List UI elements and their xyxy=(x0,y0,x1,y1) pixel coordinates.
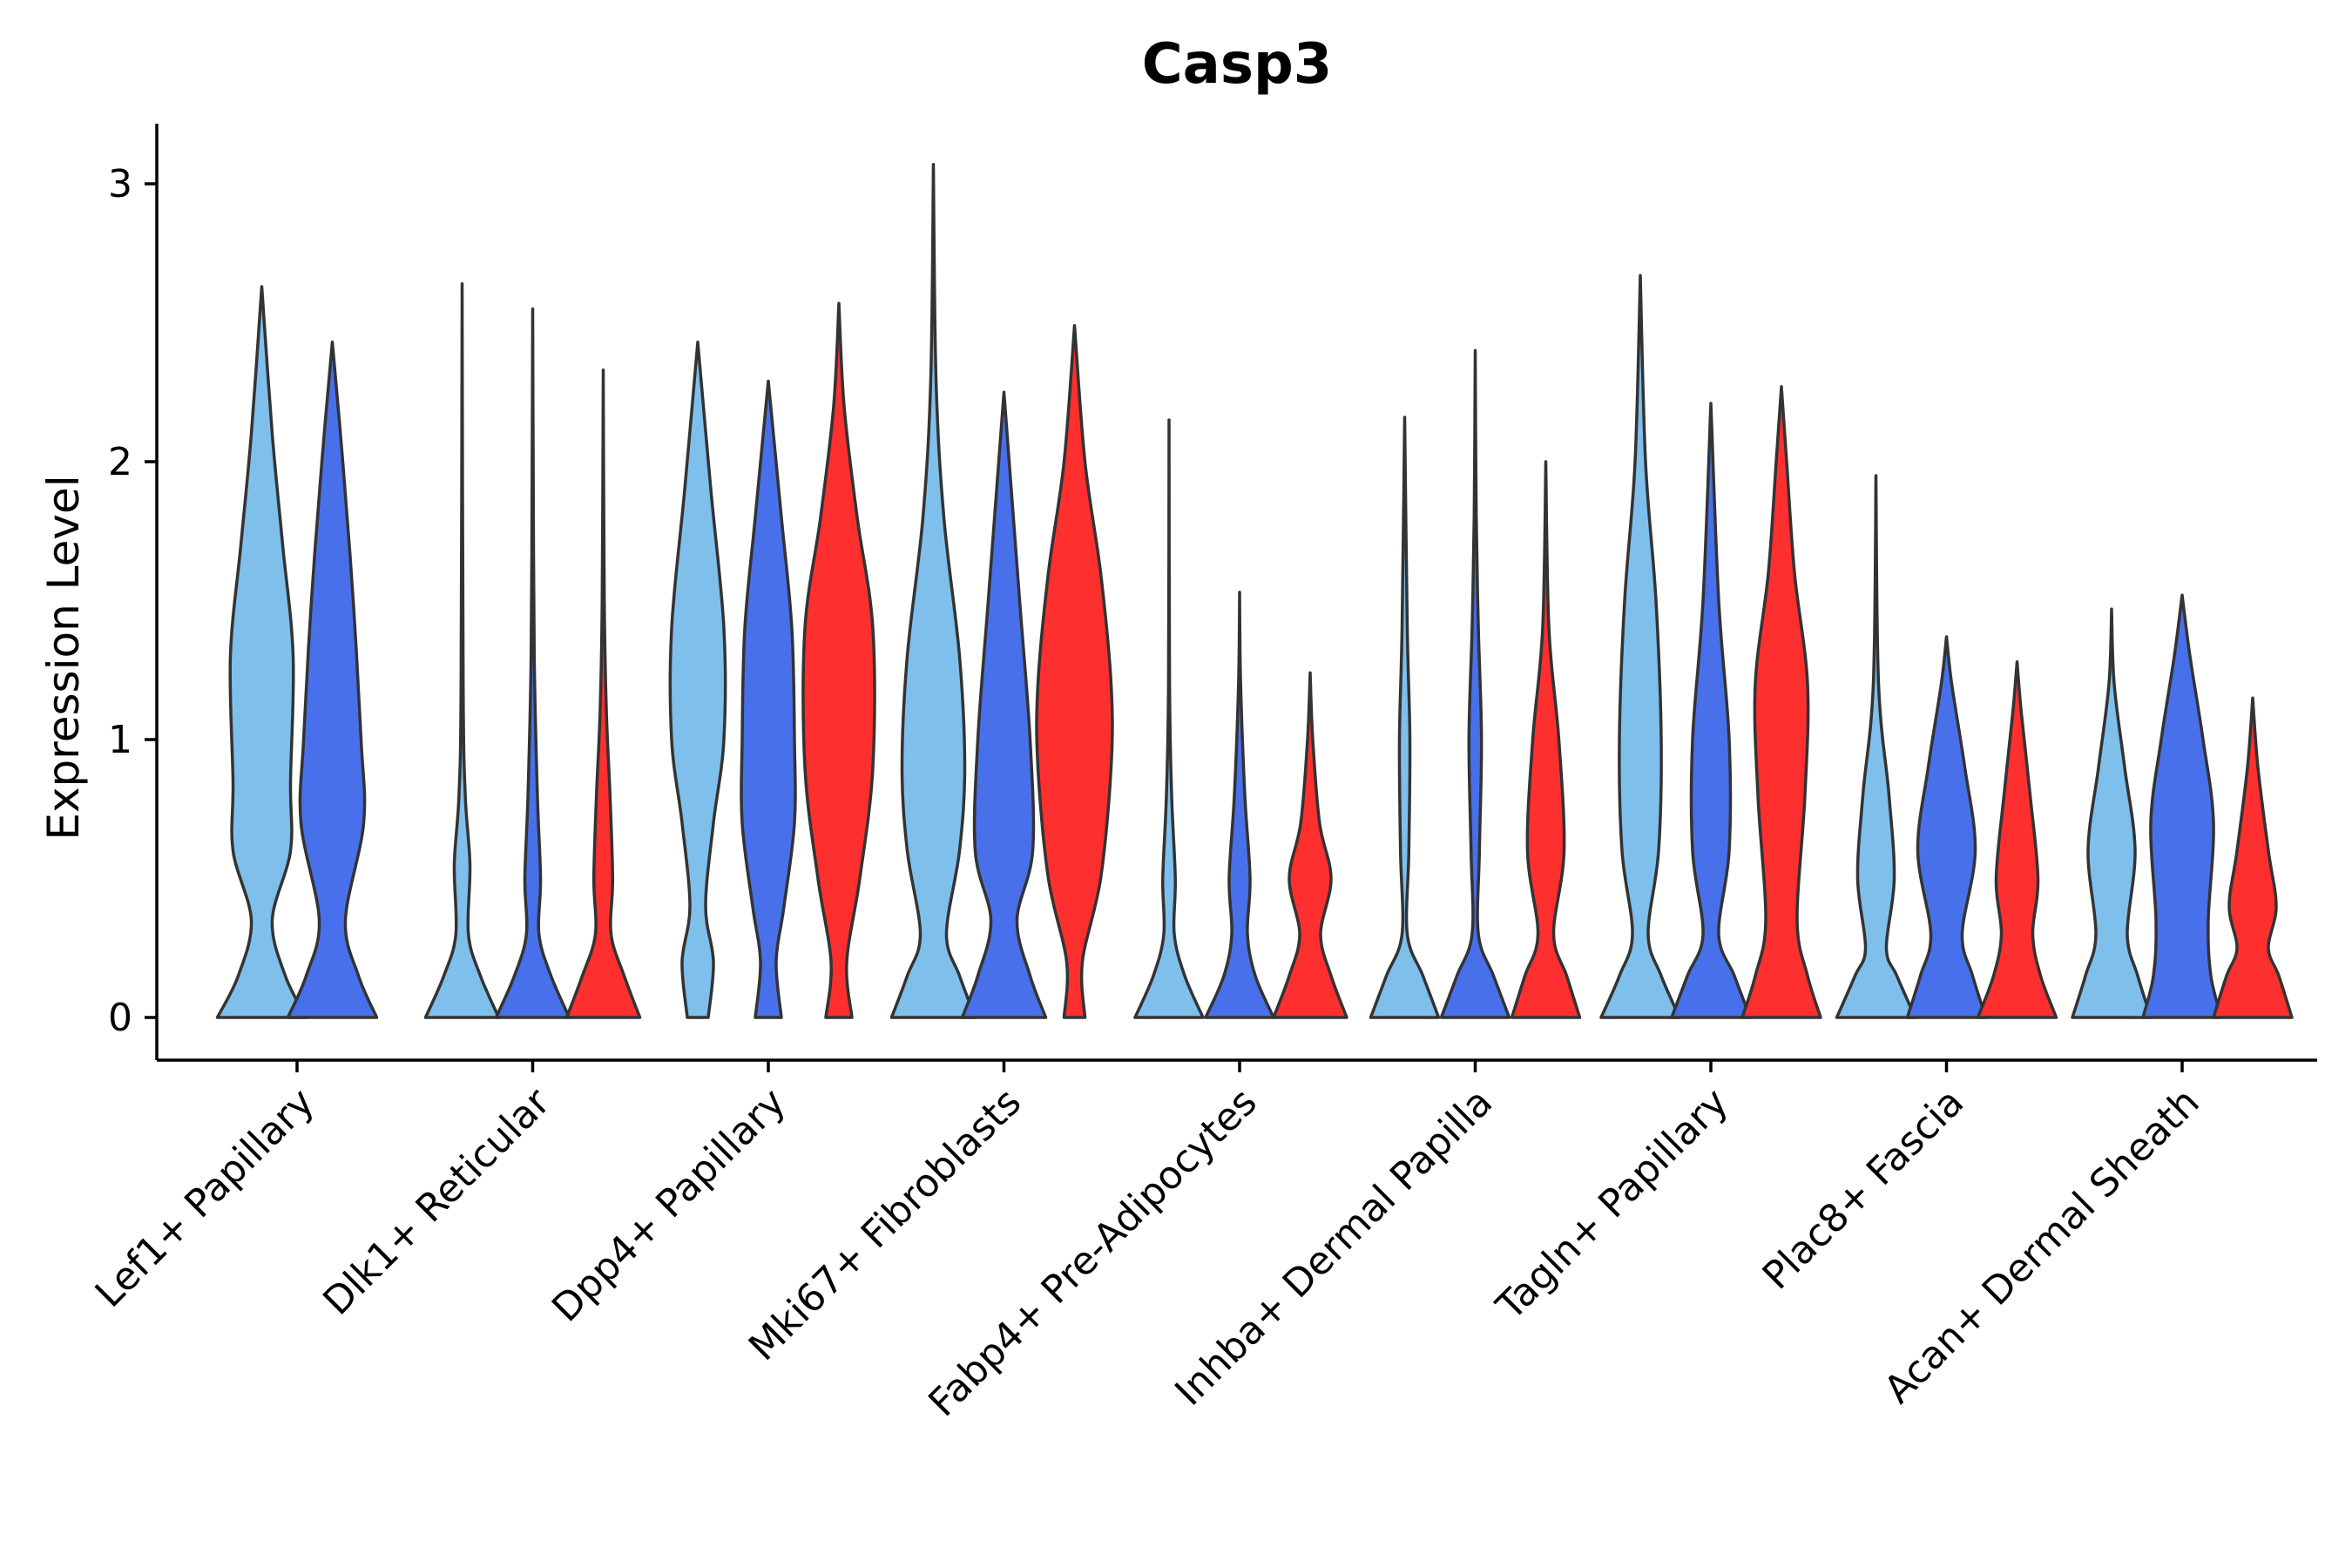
x-tick-label: Plac8+ Fascia xyxy=(1754,1080,1973,1299)
y-tick-label: 1 xyxy=(108,718,132,762)
violins-layer xyxy=(215,162,2294,1019)
violin-plac8-fascia-group-1 xyxy=(1835,474,1917,1019)
violin-mki67-fibroblasts-group-1 xyxy=(889,162,977,1019)
violin-fabp4-pre-adipocytes-group-3 xyxy=(1272,671,1348,1019)
violin-dlk1-reticular-group-1 xyxy=(423,282,501,1019)
violin-acan-dermal-sheath-group-1 xyxy=(2071,607,2153,1019)
chart-title: Casp3 xyxy=(1142,32,1333,97)
violin-dlk1-reticular-group-2 xyxy=(494,307,571,1019)
violin-tagln-papillary-group-3 xyxy=(1740,385,1822,1019)
axes-layer xyxy=(155,124,2317,1062)
y-ticks: 0 1 2 3 xyxy=(108,162,157,1040)
violin-dpp4-papillary-group-1 xyxy=(668,341,727,1019)
y-tick-label: 0 xyxy=(108,996,132,1040)
x-tick-label: Lef1+ Papillary xyxy=(87,1080,323,1316)
violin-inhba-dermal-papilla-group-3 xyxy=(1510,460,1582,1019)
violin-lef1-papillary-group-1 xyxy=(215,285,308,1019)
violin-inhba-dermal-papilla-group-1 xyxy=(1369,416,1441,1019)
x-tick-label: Dlk1+ Reticular xyxy=(314,1079,559,1324)
x-tick-label: Mki67+ Fibroblasts xyxy=(740,1080,1030,1369)
violin-dpp4-papillary-group-3 xyxy=(801,301,876,1019)
violin-mki67-fibroblasts-group-3 xyxy=(1035,323,1114,1019)
violin-inhba-dermal-papilla-group-2 xyxy=(1439,348,1511,1019)
x-tick-label: Tagln+ Papillary xyxy=(1488,1080,1737,1329)
violin-tagln-papillary-group-2 xyxy=(1670,402,1752,1019)
violin-tagln-papillary-group-1 xyxy=(1599,274,1681,1019)
violin-fabp4-pre-adipocytes-group-1 xyxy=(1133,418,1205,1019)
violin-plac8-fascia-group-2 xyxy=(1905,635,1988,1019)
y-tick-label: 2 xyxy=(108,440,132,484)
violin-acan-dermal-sheath-group-3 xyxy=(2212,696,2294,1019)
violin-mki67-fibroblasts-group-2 xyxy=(960,390,1048,1019)
y-axis-label: Expression Level xyxy=(38,475,89,840)
x-tick-label: Dpp4+ Papillary xyxy=(544,1080,794,1331)
y-tick-label: 3 xyxy=(108,162,132,206)
violin-dlk1-reticular-group-3 xyxy=(564,368,642,1019)
violin-fabp4-pre-adipocytes-group-2 xyxy=(1204,591,1275,1019)
violin-dpp4-papillary-group-2 xyxy=(740,379,797,1019)
violin-lef1-papillary-group-2 xyxy=(286,341,379,1019)
violin-plac8-fascia-group-3 xyxy=(1976,659,2058,1019)
violin-acan-dermal-sheath-group-2 xyxy=(2141,593,2223,1019)
